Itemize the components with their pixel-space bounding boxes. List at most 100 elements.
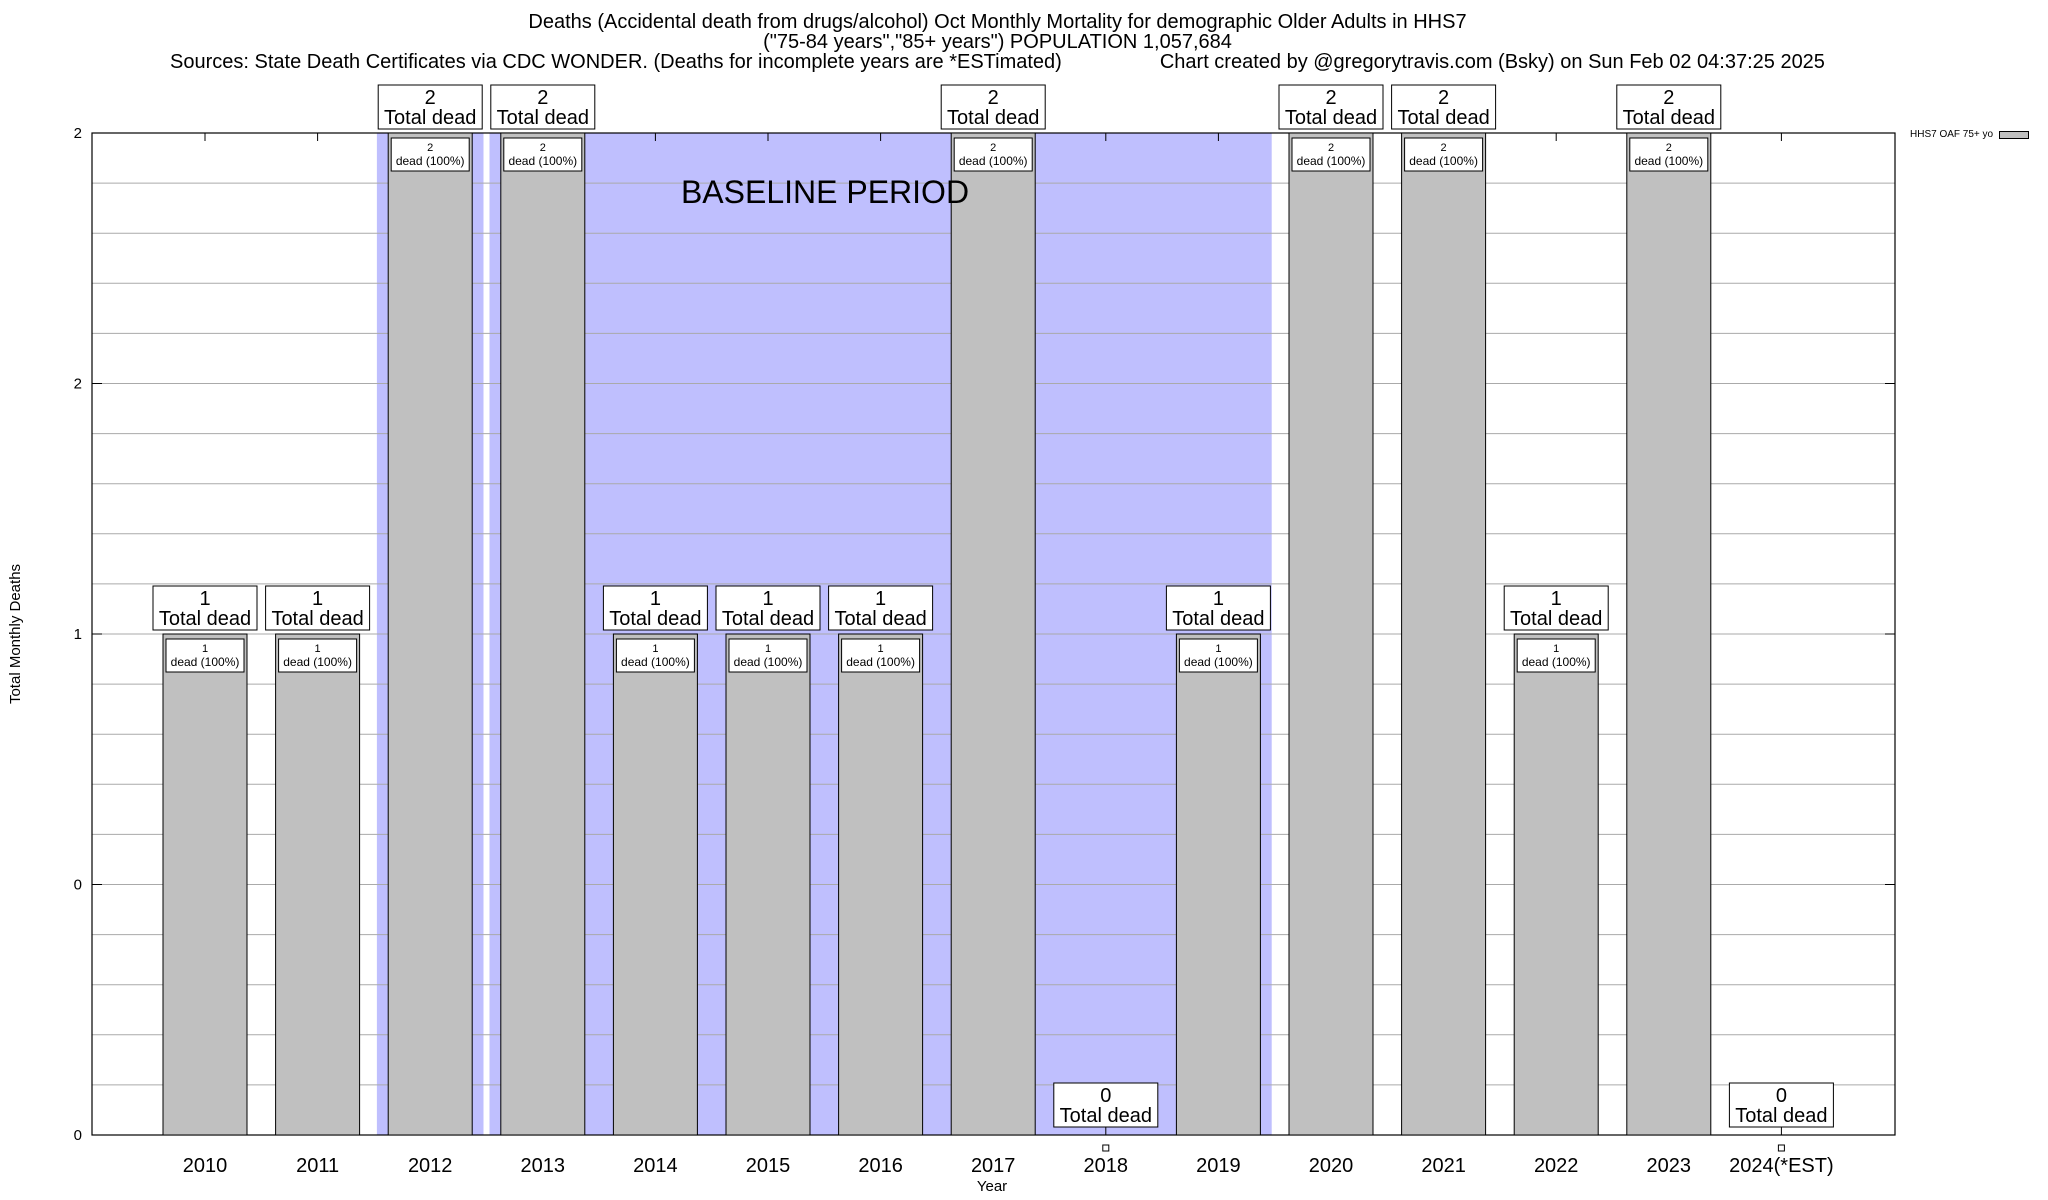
inner-label-value: 1 — [315, 643, 321, 655]
bar — [1513, 633, 1599, 1136]
bar — [725, 633, 811, 1136]
total-label-box — [1053, 1082, 1159, 1128]
inner-label-value: 1 — [765, 643, 771, 655]
x-tick-label: 2015 — [746, 1155, 791, 1177]
total-label-value: 2 — [988, 87, 999, 109]
total-label-value: 2 — [1663, 87, 1674, 109]
inner-label-box — [165, 638, 245, 673]
total-label-text: Total dead — [384, 107, 476, 129]
inner-label-text: dead (100%) — [959, 154, 1028, 168]
total-label-value: 2 — [537, 87, 548, 109]
inner-label-box — [953, 137, 1033, 172]
title-line-3: Sources: State Death Certificates via CD… — [0, 52, 1995, 72]
x-tick-label: 2023 — [1647, 1155, 1692, 1177]
total-label-box — [1616, 84, 1722, 130]
x-tick-label: 2010 — [183, 1155, 228, 1177]
inner-label-box — [1291, 137, 1371, 172]
inner-label-text: dead (100%) — [396, 154, 465, 168]
baseline-label: BASELINE PERIOD — [681, 174, 969, 210]
y-tick-label: 0 — [74, 1127, 82, 1144]
inner-label-value: 1 — [1215, 643, 1221, 655]
inner-label-text: dead (100%) — [283, 655, 352, 669]
chart-title: Deaths (Accidental death from drugs/alco… — [0, 12, 1995, 72]
x-tick-label: 2017 — [971, 1155, 1016, 1177]
total-label-text: Total dead — [1510, 608, 1602, 630]
total-label-value: 1 — [762, 588, 773, 610]
legend-label: HHS7 OAF 75+ yo — [1910, 129, 1994, 140]
total-label-text: Total dead — [1060, 1105, 1152, 1127]
inner-label-box — [1629, 137, 1709, 172]
total-label-text: Total dead — [271, 608, 363, 630]
inner-label-box — [1178, 638, 1258, 673]
x-tick-label: 2013 — [521, 1155, 566, 1177]
title-credit: Chart created by @gregorytravis.com (Bsk… — [1159, 51, 1825, 73]
total-label-box — [152, 585, 258, 631]
total-label-value: 1 — [199, 588, 210, 610]
inner-label-text: dead (100%) — [621, 655, 690, 669]
bar — [950, 132, 1036, 1136]
inner-label-text: dead (100%) — [1409, 154, 1478, 168]
inner-label-box — [390, 137, 470, 172]
x-tick-label: 2024(*EST) — [1729, 1155, 1834, 1177]
inner-label-value: 2 — [990, 142, 996, 154]
x-axis-label: Year — [977, 1178, 1007, 1195]
inner-label-box — [503, 137, 583, 172]
total-label-value: 1 — [1551, 588, 1562, 610]
y-tick-label: 1 — [74, 626, 82, 643]
inner-label-text: dead (100%) — [734, 655, 803, 669]
total-label-value: 0 — [1776, 1085, 1787, 1107]
total-label-text: Total dead — [159, 608, 251, 630]
x-tick-label: 2014 — [633, 1155, 678, 1177]
total-label-text: Total dead — [1285, 107, 1377, 129]
inner-label-box — [728, 638, 808, 673]
total-label-box — [1278, 84, 1384, 130]
inner-label-value: 2 — [427, 142, 433, 154]
total-label-value: 1 — [312, 588, 323, 610]
inner-label-value: 1 — [652, 643, 658, 655]
bar — [275, 633, 361, 1136]
total-label-value: 2 — [1325, 87, 1336, 109]
bar — [387, 132, 473, 1136]
title-line-1: Deaths (Accidental death from drugs/alco… — [528, 11, 1467, 33]
total-label-text: Total dead — [609, 608, 701, 630]
bar — [162, 633, 248, 1136]
x-tick-label: 2022 — [1534, 1155, 1579, 1177]
total-label-box — [940, 84, 1046, 130]
legend-swatch — [1999, 130, 2030, 139]
y-tick-label: 0 — [74, 877, 82, 894]
total-label-text: Total dead — [1623, 107, 1715, 129]
total-label-value: 1 — [650, 588, 661, 610]
total-label-value: 0 — [1100, 1085, 1111, 1107]
inner-label-text: dead (100%) — [171, 655, 240, 669]
total-label-box — [490, 84, 596, 130]
total-label-text: Total dead — [1397, 107, 1489, 129]
total-label-text: Total dead — [834, 608, 926, 630]
inner-label-value: 2 — [540, 142, 546, 154]
inner-label-value: 2 — [1441, 142, 1447, 154]
total-label-text: Total dead — [497, 107, 589, 129]
inner-label-box — [278, 638, 358, 673]
total-label-value: 1 — [1213, 588, 1224, 610]
total-label-value: 2 — [1438, 87, 1449, 109]
x-tick-label: 2016 — [858, 1155, 903, 1177]
total-label-value: 1 — [875, 588, 886, 610]
total-label-box — [377, 84, 483, 130]
inner-label-value: 2 — [1328, 142, 1334, 154]
bar — [1401, 132, 1487, 1136]
x-tick-label: 2020 — [1309, 1155, 1354, 1177]
total-label-text: Total dead — [947, 107, 1039, 129]
total-label-text: Total dead — [1735, 1105, 1827, 1127]
inner-label-text: dead (100%) — [846, 655, 915, 669]
x-tick-label: 2019 — [1196, 1155, 1241, 1177]
inner-label-box — [615, 638, 695, 673]
x-tick-label: 2012 — [408, 1155, 453, 1177]
x-tick-label: 2011 — [296, 1155, 339, 1177]
total-label-text: Total dead — [1172, 608, 1264, 630]
inner-label-value: 1 — [878, 643, 884, 655]
inner-label-value: 2 — [1666, 142, 1672, 154]
inner-label-text: dead (100%) — [1297, 154, 1366, 168]
inner-label-value: 1 — [1553, 643, 1559, 655]
zero-marker — [1102, 1144, 1110, 1152]
inner-label-value: 1 — [202, 643, 208, 655]
